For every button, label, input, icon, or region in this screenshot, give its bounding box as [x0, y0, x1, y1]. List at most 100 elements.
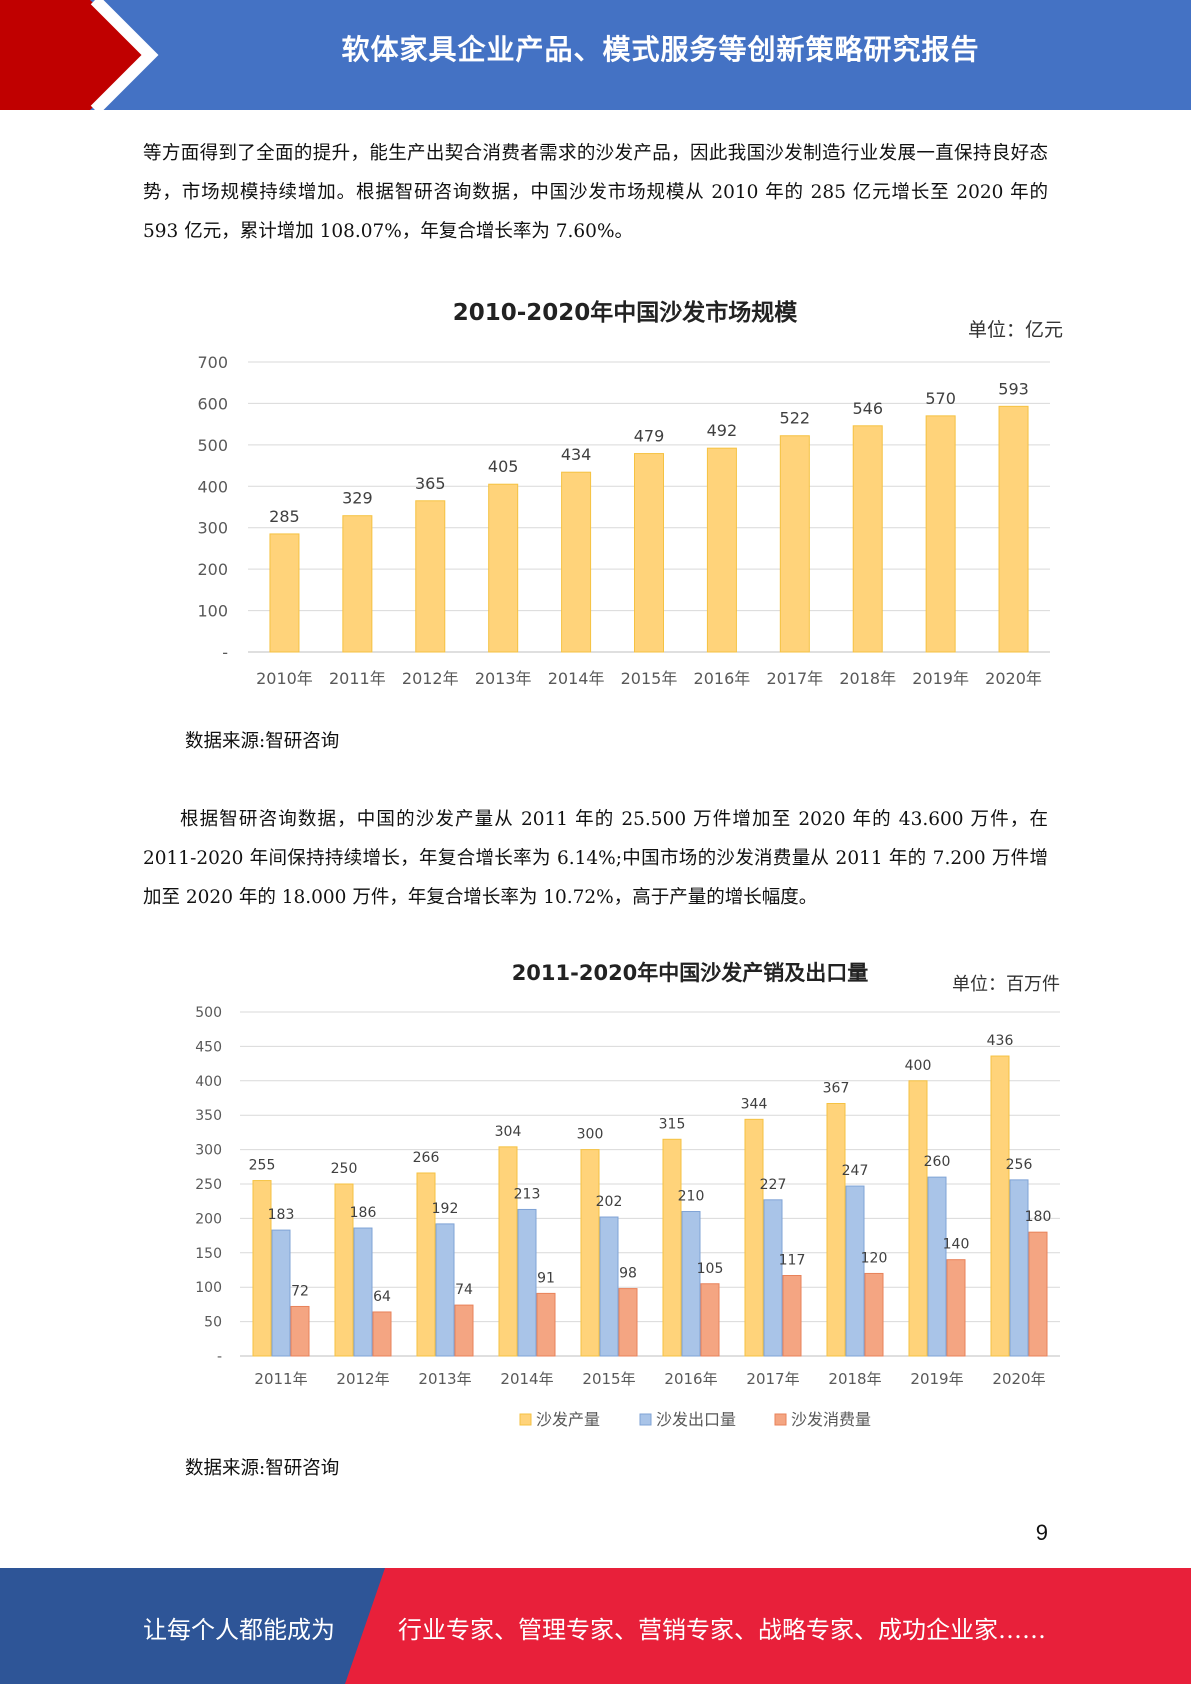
chart2-xtick: 2018年 — [828, 1370, 881, 1388]
production-export-chart-svg: 2011-2020年中国沙发产销及出口量 单位：百万件 - 50 100 150 200 25… — [195, 961, 1060, 1429]
chart2-data-label: 260 — [924, 1154, 951, 1170]
chart1-ytick: 400 — [197, 477, 228, 496]
chart2-data-label: 186 — [350, 1205, 377, 1221]
chart2-data-label: 120 — [861, 1250, 888, 1266]
chart2-bar — [334, 1183, 354, 1357]
footer-slogan-right: 行业专家、管理专家、营销专家、战略专家、成功企业家…… — [398, 1616, 1046, 1644]
chart2-bar — [662, 1138, 682, 1357]
market-size-chart: 2010-2020年中国沙发市场规模 单位：亿元 - 100 200 300 400 500 6… — [0, 290, 1191, 700]
chart2-data-label: 213 — [514, 1186, 541, 1202]
chart2-data-label: 400 — [905, 1058, 932, 1074]
chart2-title: 2011-2020年中国沙发产销及出口量 — [512, 961, 869, 985]
chart2-data-label: 140 — [943, 1237, 970, 1253]
chart2-bar — [1009, 1179, 1029, 1357]
chart2-data-label: 304 — [495, 1124, 522, 1140]
chart1-xtick: 2020年 — [985, 669, 1042, 688]
chart1-bar — [706, 447, 737, 653]
chart1-xtick: 2013年 — [475, 669, 532, 688]
report-title: 软体家具企业产品、模式服务等创新策略研究报告 — [341, 33, 980, 66]
chart1-data-label: 593 — [998, 379, 1029, 398]
chart2-bar — [826, 1103, 846, 1357]
chart1-xtick: 2015年 — [621, 669, 678, 688]
chart2-data-label: 344 — [741, 1096, 768, 1112]
chart1-bar — [342, 515, 373, 653]
chart1-bar — [634, 453, 664, 653]
chart2-bar — [744, 1118, 764, 1357]
chart2-bar — [517, 1208, 537, 1357]
chart2-bar — [763, 1199, 783, 1357]
chart2-xtick: 2011年 — [254, 1370, 307, 1388]
chart1-ytick: 200 — [197, 560, 228, 579]
chart1-xtick: 2014年 — [548, 669, 605, 688]
chart2-bar — [498, 1146, 518, 1357]
chart2-ytick: 400 — [195, 1074, 222, 1090]
chart1-bar — [269, 533, 300, 653]
chart1-data-label: 434 — [561, 445, 592, 464]
chart2-ytick: 250 — [195, 1177, 222, 1193]
chart1-data-label: 479 — [634, 427, 665, 446]
chart2-xtick: 2014年 — [500, 1370, 553, 1388]
chart2-ytick: 100 — [195, 1280, 222, 1296]
chart2-bar — [353, 1227, 373, 1357]
chart1-xtick: 2018年 — [839, 669, 896, 688]
chart2-legend-label: 沙发消费量 — [791, 1410, 871, 1429]
chart1-bar — [488, 483, 519, 653]
chart2-data-label: 192 — [432, 1201, 459, 1217]
chart1-ytick: - — [222, 643, 228, 662]
chart1-xtick: 2010年 — [256, 669, 313, 688]
chart1-ytick: 100 — [197, 602, 228, 621]
chart2-legend-swatch — [519, 1413, 532, 1426]
chart2-data-label: 227 — [760, 1177, 787, 1193]
chart2-bar — [681, 1211, 701, 1357]
paragraph-market-size: 等方面得到了全面的提升，能生产出契合消费者需求的沙发产品，因此我国沙发制造行业发… — [143, 143, 1048, 242]
data-source-2: 数据来源:智研咨询 — [185, 1458, 340, 1479]
chart2-bar — [416, 1172, 436, 1357]
chart2-ytick: 300 — [195, 1143, 222, 1159]
chart1-bar — [998, 405, 1029, 653]
chart2-legend-swatch — [639, 1413, 652, 1426]
chart2-bar — [271, 1229, 291, 1357]
footer-background — [0, 1568, 1191, 1684]
chart2-ytick: 450 — [195, 1039, 222, 1055]
chart2-bar — [290, 1305, 310, 1357]
chart2-data-label: 117 — [779, 1253, 806, 1269]
chart2-legend-swatch — [774, 1413, 787, 1426]
chart2-bar — [700, 1283, 720, 1357]
chart1-xtick: 2011年 — [329, 669, 386, 688]
chart2-unit: 单位：百万件 — [952, 974, 1060, 995]
chart2-bar — [927, 1176, 947, 1357]
chart2-data-label: 367 — [823, 1081, 850, 1097]
chart2-data-label: 202 — [596, 1194, 623, 1210]
chart2-data-label: 300 — [577, 1127, 604, 1143]
chart2-bar — [454, 1304, 474, 1357]
chart2-data-label: 256 — [1006, 1157, 1033, 1173]
chart1-data-label: 365 — [415, 474, 446, 493]
chart1-unit: 单位：亿元 — [968, 319, 1063, 341]
chart1-bar — [561, 471, 592, 653]
chart1-data-label: 522 — [780, 409, 811, 428]
chart2-data-label: 255 — [249, 1158, 276, 1174]
chart2-ytick: 200 — [195, 1211, 222, 1227]
chart2-bar — [580, 1149, 600, 1357]
chart1-bar — [779, 435, 810, 653]
chart2-xtick: 2020年 — [992, 1370, 1045, 1388]
chart2-ytick: - — [217, 1349, 222, 1365]
chart2-bar — [536, 1292, 556, 1357]
chart2-data-label: 436 — [987, 1033, 1014, 1049]
chart2-bar — [908, 1080, 928, 1357]
chart2-ytick: 350 — [195, 1108, 222, 1124]
chart2-data-label: 183 — [268, 1207, 295, 1223]
chart2-bar — [252, 1180, 272, 1357]
chart2-xtick: 2016年 — [664, 1370, 717, 1388]
chart1-data-label: 329 — [342, 489, 373, 508]
data-source-1: 数据来源:智研咨询 — [185, 731, 340, 752]
chart1-xtick: 2019年 — [912, 669, 969, 688]
chart2-data-label: 315 — [659, 1116, 686, 1132]
chart2-data-label: 105 — [697, 1261, 724, 1277]
chart2-data-label: 210 — [678, 1189, 705, 1205]
chart1-ytick: 600 — [197, 394, 228, 413]
chart2-xtick: 2012年 — [336, 1370, 389, 1388]
chart1-bar — [925, 415, 956, 653]
chart1-ytick: 500 — [197, 436, 228, 455]
